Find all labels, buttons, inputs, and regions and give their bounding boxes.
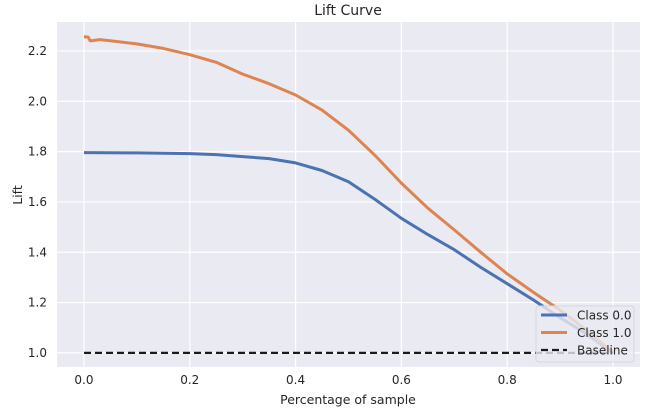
legend-label: Class 1.0 — [577, 326, 631, 340]
x-axis-label: Percentage of sample — [280, 392, 416, 407]
x-tick-label: 1.0 — [603, 373, 622, 387]
x-tick-label: 0.4 — [286, 373, 305, 387]
legend: Class 0.0 Class 1.0 Baseline — [535, 305, 635, 363]
y-tick-label: 1.0 — [28, 346, 47, 360]
y-tick-label: 1.2 — [28, 296, 47, 310]
y-tick-label: 1.4 — [28, 245, 47, 259]
y-tick-label: 1.6 — [28, 195, 47, 209]
x-tick-label: 0.6 — [392, 373, 411, 387]
y-tick-label: 2.2 — [28, 44, 47, 58]
chart-title: Lift Curve — [314, 3, 382, 19]
y-tick-label: 2.0 — [28, 94, 47, 108]
legend-label: Baseline — [577, 344, 628, 358]
y-tick-label: 1.8 — [28, 145, 47, 159]
legend-box — [535, 305, 635, 363]
x-tick-label: 0.2 — [180, 373, 199, 387]
series-line-class-0-0 — [83, 151, 614, 355]
x-tick-label: 0.8 — [498, 373, 517, 387]
x-tick-label: 0.0 — [74, 373, 93, 387]
series-line-class-1-0 — [83, 35, 614, 355]
legend-label: Class 0.0 — [577, 309, 631, 323]
y-axis-label: Lift — [10, 185, 25, 205]
